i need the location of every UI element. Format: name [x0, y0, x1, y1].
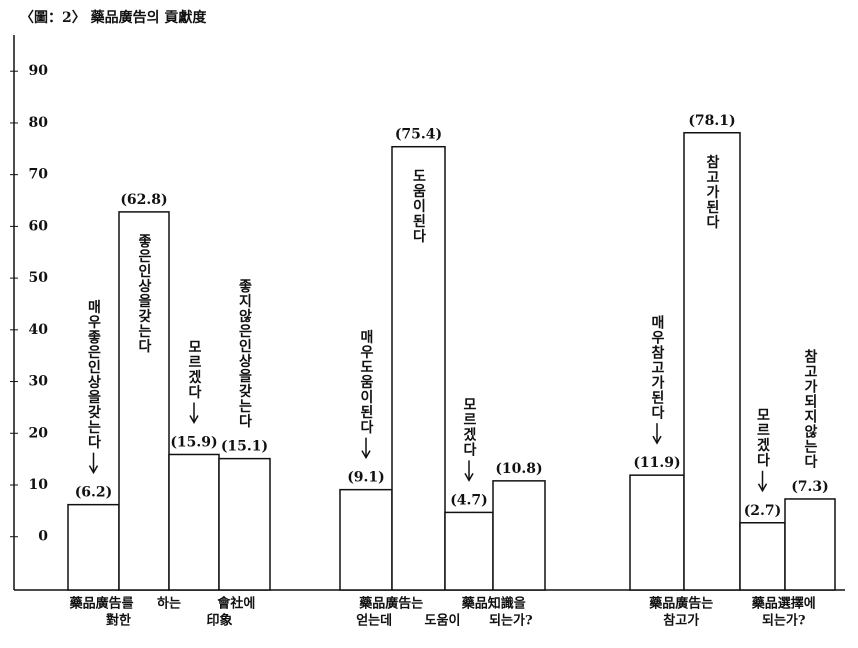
- x-group-label: 藥品廣告는: [648, 596, 713, 612]
- x-group-label: 藥品選擇에: [751, 596, 816, 612]
- bar-note: 매우참고가된다: [649, 315, 665, 420]
- value-label: (10.8): [495, 461, 542, 477]
- value-label: (4.7): [450, 492, 488, 508]
- bar-note: 도움이된다: [411, 169, 427, 244]
- arrow-head: [464, 473, 474, 482]
- x-group-label: 되는가?: [762, 613, 806, 629]
- x-group-label: 참고가: [663, 613, 699, 629]
- bar-note: 참고가되지않는다: [802, 349, 818, 469]
- value-label: (6.2): [75, 485, 113, 501]
- bar-note: 모르겠다: [186, 339, 202, 399]
- bar: [118, 211, 170, 591]
- bar-note: 모르겠다: [461, 397, 477, 457]
- y-tick-label: 90: [29, 63, 49, 79]
- value-label: (7.3): [791, 479, 829, 495]
- bar-note: 모르겠다: [755, 408, 771, 468]
- chart-title: 〈圖：2〉 藥品廣告의 貢獻度: [20, 9, 207, 26]
- bar: [67, 503, 120, 591]
- value-label: (9.1): [347, 470, 385, 486]
- y-tick-label: 50: [29, 270, 49, 286]
- y-tick-label: 20: [29, 425, 49, 441]
- x-group-label: 도움이: [425, 613, 461, 629]
- bar: [784, 498, 836, 591]
- bar-note: 참고가된다: [704, 155, 720, 230]
- bar-note: 좋지않은인상을갖는다: [237, 279, 253, 429]
- bar-note: 매우좋은인상을갖는다: [86, 300, 102, 450]
- bar: [444, 511, 494, 591]
- bar: [168, 453, 220, 591]
- value-label: (15.9): [170, 434, 217, 450]
- x-group-label: 되는가?: [489, 613, 533, 629]
- bar: [629, 474, 685, 591]
- value-label: (75.4): [395, 127, 442, 143]
- x-group-label: 얻는데: [356, 614, 392, 629]
- x-group-label: 會社에: [217, 596, 255, 612]
- x-group-label: 하는: [157, 596, 181, 612]
- x-group-label: 藥品廣告를: [69, 596, 134, 612]
- x-group-label: 對한: [106, 613, 131, 629]
- bar: [218, 457, 271, 591]
- value-label: (78.1): [688, 113, 735, 129]
- y-tick-label: 80: [29, 115, 49, 131]
- arrow-head: [757, 483, 768, 493]
- y-tick-label: 40: [29, 322, 49, 338]
- y-tick-label: 70: [29, 167, 49, 183]
- arrow-head: [652, 435, 662, 445]
- value-label: (2.7): [744, 503, 782, 519]
- bar: [391, 145, 446, 591]
- bar-note: 매우도움이된다: [358, 330, 374, 435]
- y-tick-label: 60: [29, 218, 49, 234]
- bar: [339, 488, 393, 591]
- x-group-label: 藥品廣告는: [358, 596, 423, 612]
- arrow-head: [189, 415, 199, 424]
- bar: [739, 522, 786, 591]
- arrow-head: [88, 465, 99, 475]
- y-tick-label: 30: [29, 374, 49, 390]
- y-tick-label: 10: [29, 477, 49, 493]
- x-group-label: 印象: [206, 613, 232, 629]
- bar: [683, 132, 741, 591]
- x-group-label: 藥品知識을: [461, 596, 526, 612]
- bar: [492, 480, 546, 591]
- value-label: (11.9): [633, 455, 680, 471]
- y-tick-label: 0: [38, 529, 48, 545]
- value-label: (62.8): [120, 192, 167, 208]
- bar-note: 좋은인상을갖는다: [136, 234, 152, 354]
- arrow-head: [361, 450, 371, 460]
- value-label: (15.1): [221, 439, 268, 455]
